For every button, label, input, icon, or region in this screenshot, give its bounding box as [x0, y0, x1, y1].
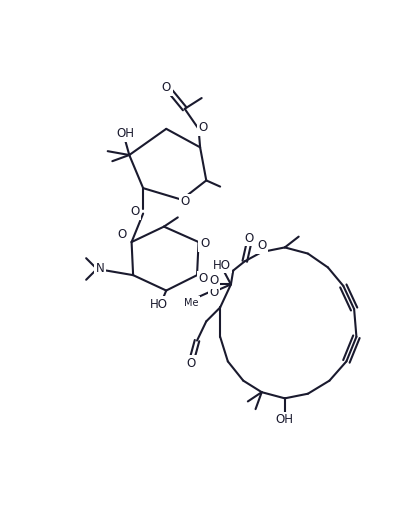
Text: OH: OH [275, 413, 293, 427]
Text: Me: Me [183, 298, 198, 308]
Text: O: O [209, 274, 218, 287]
Text: O: O [130, 205, 139, 218]
Text: O: O [200, 237, 209, 250]
Text: O: O [209, 286, 218, 299]
Text: OH: OH [116, 127, 134, 140]
Text: O: O [180, 195, 190, 209]
Text: O: O [186, 357, 195, 370]
Text: O: O [117, 228, 127, 241]
Text: N: N [95, 263, 104, 275]
Text: O: O [198, 272, 207, 286]
Text: O: O [161, 81, 171, 94]
Text: O: O [243, 232, 253, 245]
Text: HO: HO [212, 259, 230, 272]
Text: O: O [256, 239, 266, 252]
Text: HO: HO [149, 298, 167, 311]
Text: O: O [198, 121, 207, 134]
